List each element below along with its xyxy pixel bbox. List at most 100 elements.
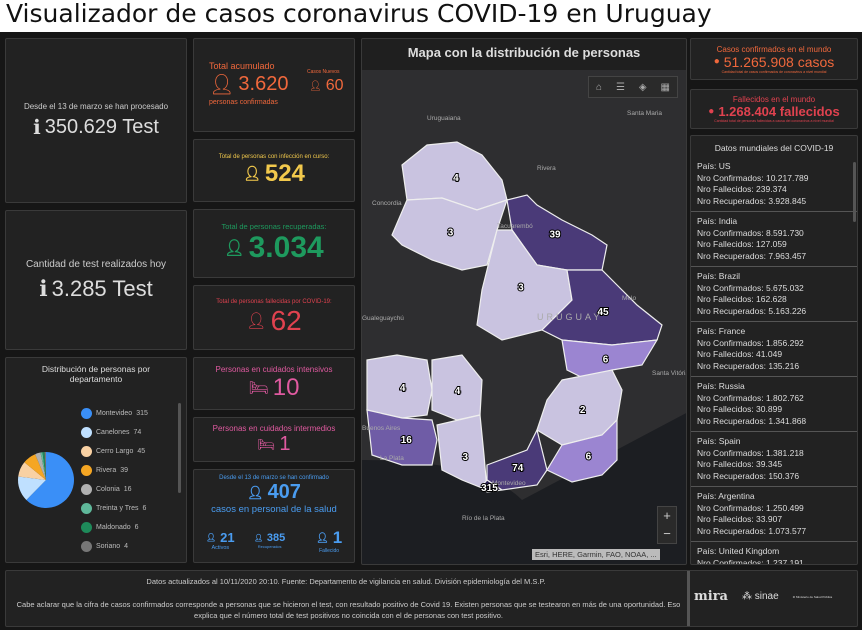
country-item: País: Russia Nro Confirmados: 1.802.762 Nr… bbox=[691, 377, 857, 432]
active-panel: Total de personas con infección en curso… bbox=[193, 139, 355, 202]
legend-item[interactable]: Treinta y Tres 6 bbox=[81, 499, 148, 518]
country-rec: Nro Recuperados: 150.376 bbox=[697, 470, 800, 481]
department-count: 6 bbox=[586, 451, 592, 462]
department-count: 16 bbox=[401, 435, 413, 446]
legend-item[interactable]: Rivera 39 bbox=[81, 461, 148, 480]
intermediate-label: Personas en cuidados intermedios bbox=[212, 423, 336, 433]
legend-swatch bbox=[81, 446, 92, 457]
legend-swatch bbox=[81, 484, 92, 495]
world-data-panel: Datos mundiales del COVID-19 País: US Nro… bbox=[690, 135, 858, 565]
tests-today-value: 3.285 Test bbox=[51, 275, 153, 301]
world-cases-label: Casos confirmados en el mundo bbox=[716, 44, 832, 54]
alert-icon: ● bbox=[713, 56, 720, 67]
country-rec: Nro Recuperados: 5.163.226 bbox=[697, 305, 807, 316]
legend-swatch bbox=[81, 541, 92, 552]
legend-value: 6 bbox=[142, 505, 147, 512]
pie-slice[interactable] bbox=[18, 476, 46, 500]
mira-logo: mira bbox=[694, 589, 728, 604]
legend-item[interactable]: Cerro Largo 45 bbox=[81, 442, 148, 461]
world-data-title: Datos mundiales del COVID-19 bbox=[714, 143, 834, 153]
legend-item[interactable]: Montevideo 315 bbox=[81, 404, 148, 423]
intermediate-panel: Personas en cuidados intermedios 🛏︎ 1 bbox=[193, 417, 355, 462]
total-value: 3.620 bbox=[238, 73, 289, 95]
pie-slice[interactable] bbox=[35, 452, 46, 480]
country-pais: País: Spain bbox=[697, 436, 741, 446]
country-pais: País: Russia bbox=[697, 381, 745, 391]
person-icon: 👤︎ bbox=[246, 312, 267, 330]
home-icon[interactable]: ⌂ bbox=[595, 81, 603, 93]
place-label: Rivera bbox=[537, 165, 556, 172]
msp-logo: ⊛ Ministerio de Salud Pública bbox=[792, 594, 833, 599]
zoom-in-button[interactable]: + bbox=[663, 508, 671, 523]
legend-label: Soriano bbox=[96, 543, 121, 550]
map-view[interactable]: 4 3 39 3 45 6 4 4 16 3 2 6 74 315 Uruguaiana Santa Mari… bbox=[362, 70, 687, 565]
pie-panel: Distribución de personas por departament… bbox=[5, 357, 187, 563]
country-pais: País: Brazil bbox=[697, 271, 740, 281]
world-deaths-panel: Fallecidos en el mundo ● 1.268.404 fallec… bbox=[690, 89, 858, 129]
legend-scrollbar[interactable] bbox=[178, 403, 181, 493]
country-list-scrollbar[interactable] bbox=[853, 162, 856, 222]
total-sub: personas confirmadas bbox=[209, 99, 278, 106]
department-count: 2 bbox=[580, 405, 586, 416]
legend-item[interactable]: Colonia 16 bbox=[81, 480, 148, 499]
pie-slice[interactable] bbox=[40, 452, 46, 480]
country-pais: País: India bbox=[697, 216, 738, 226]
legend-item[interactable]: Canelones 74 bbox=[81, 423, 148, 442]
place-label: Buenos Aires bbox=[362, 425, 401, 432]
world-cases-panel: Casos confirmados en el mundo ● 51.265.90… bbox=[690, 38, 858, 80]
department-region[interactable] bbox=[366, 409, 438, 466]
department-count: 39 bbox=[549, 230, 561, 241]
map-toolbar: ⌂ ☰ ◈ ▦ bbox=[588, 76, 678, 98]
deceased-label: Total de personas fallecidas por COVID-1… bbox=[216, 298, 332, 305]
legend-value: 315 bbox=[136, 410, 148, 417]
legend-list-icon[interactable]: ☰ bbox=[615, 81, 625, 93]
legend-swatch bbox=[81, 503, 92, 514]
country-fall: Nro Fallecidos: 41.049 bbox=[697, 349, 783, 359]
layers-icon[interactable]: ◈ bbox=[638, 81, 647, 93]
health-recovered: 385 bbox=[266, 532, 286, 544]
legend-value: 16 bbox=[123, 486, 132, 493]
country-rec: Nro Recuperados: 7.963.457 bbox=[697, 250, 807, 261]
department-region[interactable] bbox=[391, 197, 508, 271]
legend-swatch bbox=[81, 465, 92, 476]
page-title: Visualizador de casos coronavirus COVID-… bbox=[0, 0, 862, 32]
recovered-label: Total de personas recuperadas: bbox=[221, 222, 327, 231]
pie-slice[interactable] bbox=[24, 454, 46, 480]
new-cases-value: 60 bbox=[325, 77, 344, 94]
basemap-gallery-icon[interactable]: ▦ bbox=[660, 81, 670, 93]
place-label: Montevideo bbox=[492, 480, 526, 487]
legend-label: Montevideo bbox=[96, 410, 133, 417]
department-count: 3 bbox=[463, 452, 469, 463]
country-item: País: US Nro Confirmados: 10.217.789 Nro F… bbox=[691, 157, 857, 212]
map-attribution[interactable]: Esri, HERE, Garmin, FAO, NOAA, ... bbox=[532, 549, 660, 560]
health-active: 21 bbox=[220, 530, 235, 545]
person-icon: 👤︎ bbox=[309, 80, 322, 92]
legend-item[interactable]: Maldonado 6 bbox=[81, 518, 148, 537]
department-count: 4 bbox=[455, 386, 461, 397]
place-label: Santa Vitória do Palmar bbox=[652, 370, 687, 377]
department-count: 45 bbox=[597, 307, 609, 318]
pie-slice[interactable] bbox=[18, 462, 46, 480]
health-value: 407 bbox=[267, 481, 301, 503]
place-label: Gualeguaychú bbox=[362, 315, 404, 322]
country-item: País: Spain Nro Confirmados: 1.381.218 Nro… bbox=[691, 432, 857, 487]
department-count: 315 bbox=[481, 483, 498, 494]
pie-slice[interactable] bbox=[44, 452, 46, 480]
pie-slice[interactable] bbox=[42, 452, 46, 480]
country-item: País: Argentina Nro Confirmados: 1.250.49… bbox=[691, 487, 857, 542]
country-item: País: France Nro Confirmados: 1.856.292 Nr… bbox=[691, 322, 857, 377]
bed-icon: 🛏︎ bbox=[248, 380, 269, 397]
department-region[interactable] bbox=[561, 339, 659, 381]
place-label: URUGUAY bbox=[537, 312, 602, 322]
pie-slice[interactable] bbox=[26, 452, 74, 508]
place-label: Concordia bbox=[372, 200, 402, 207]
legend-item[interactable]: Soriano 4 bbox=[81, 537, 148, 556]
world-deaths-label: Fallecidos en el mundo bbox=[732, 95, 816, 104]
department-region[interactable] bbox=[481, 479, 504, 493]
country-fall: Nro Fallecidos: 162.628 bbox=[697, 294, 787, 304]
country-fall: Nro Fallecidos: 239.374 bbox=[697, 184, 787, 194]
tests-label: Desde el 13 de marzo se han procesado bbox=[23, 101, 169, 111]
zoom-out-button[interactable]: − bbox=[663, 526, 671, 541]
department-region[interactable] bbox=[546, 418, 618, 483]
